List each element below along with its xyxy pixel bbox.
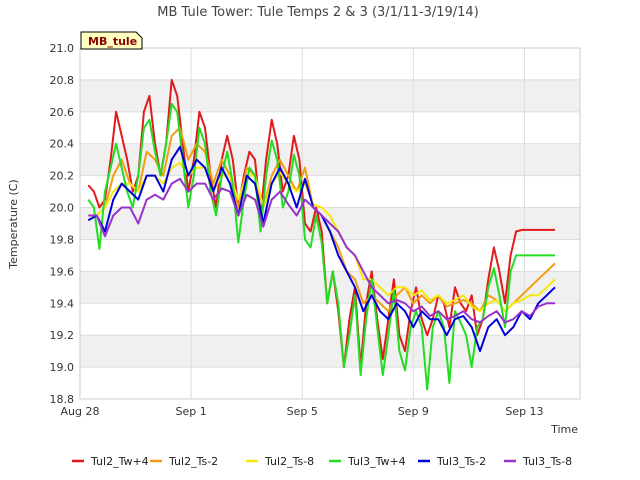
y-tick-label: 19.2 xyxy=(50,329,75,342)
y-tick-label: 20.6 xyxy=(50,106,75,119)
badge-shape xyxy=(80,31,143,50)
series-line-Tul3_Tw+4 xyxy=(87,102,555,391)
y-tick-label: 18.8 xyxy=(50,393,75,406)
x-tick-label: Aug 28 xyxy=(61,405,100,418)
plot-band xyxy=(80,239,580,272)
y-axis-label: Temperature (C) xyxy=(7,179,20,269)
x-tick-label: Sep 1 xyxy=(175,405,206,418)
legend-label: Tul2_Tw+4 xyxy=(90,455,149,468)
badge-label: MB_tule xyxy=(88,35,137,48)
y-tick-label: 19.8 xyxy=(50,233,75,246)
plot-band xyxy=(80,335,580,368)
x-axis-label: Time xyxy=(550,423,578,436)
y-tick-label: 20.0 xyxy=(50,202,75,215)
y-tick-label: 19.6 xyxy=(50,265,75,278)
y-tick-label: 19.4 xyxy=(50,297,75,310)
legend-label: Tul3_Tw+4 xyxy=(347,455,406,468)
x-tick-label: Sep 5 xyxy=(287,405,318,418)
series-lines xyxy=(87,78,556,391)
plot-band xyxy=(80,48,580,80)
plot-band xyxy=(80,79,580,112)
y-tick-label: 21.0 xyxy=(50,42,75,55)
legend-label: Tul3_Ts-2 xyxy=(436,455,486,468)
chart-title: MB Tule Tower: Tule Temps 2 & 3 (3/1/11-… xyxy=(157,5,479,20)
plot-band xyxy=(80,111,580,144)
plot-band xyxy=(80,367,580,399)
x-axis: Aug 28 Sep 1 Sep 5 Sep 9 Sep 13 xyxy=(61,405,544,418)
legend: Tul2_Tw+4 Tul2_Ts-2 Tul2_Ts-8 Tul3_Tw+4 Tul3… xyxy=(72,455,572,468)
plot-frame xyxy=(79,47,581,400)
station-badge: MB_tule xyxy=(80,31,143,50)
x-tick-label: Sep 13 xyxy=(505,405,543,418)
y-tick-label: 20.8 xyxy=(50,74,75,87)
legend-label: Tul2_Ts-8 xyxy=(264,455,314,468)
y-tick-label: 19.0 xyxy=(50,361,75,374)
plot-background xyxy=(80,48,580,399)
x-tick-label: Sep 9 xyxy=(398,405,429,418)
legend-label: Tul2_Ts-2 xyxy=(168,455,218,468)
plot-band xyxy=(80,175,580,208)
y-tick-label: 20.2 xyxy=(50,170,75,183)
series-line-Tul3_Ts-8 xyxy=(88,177,555,324)
y-axis: 18.8 19.0 19.2 19.4 19.6 19.8 20.0 20.2 20.4 20.6… xyxy=(50,42,75,406)
legend-label: Tul3_Ts-8 xyxy=(522,455,572,468)
y-tick-label: 20.4 xyxy=(50,138,75,151)
